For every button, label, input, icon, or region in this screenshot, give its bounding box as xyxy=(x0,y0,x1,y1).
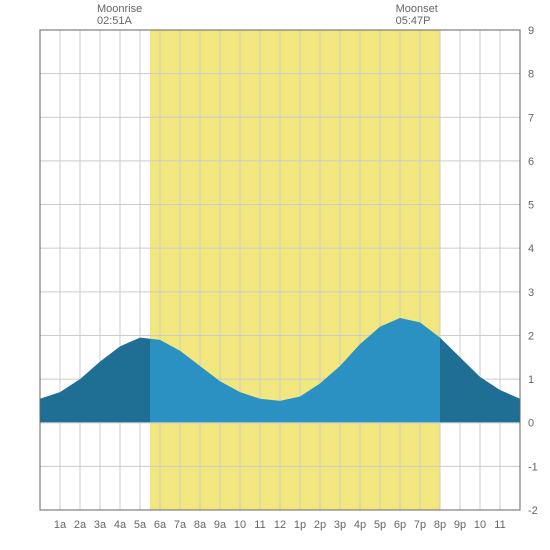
x-tick-label: 8p xyxy=(434,519,446,531)
x-tick-label: 3a xyxy=(94,519,107,531)
x-tick-label: 7a xyxy=(174,519,187,531)
y-tick-label: -1 xyxy=(528,461,538,473)
x-tick-label: 11 xyxy=(254,519,265,531)
moonset-time: 05:47P xyxy=(396,15,431,27)
x-tick-label: 5p xyxy=(374,519,386,531)
moonset-label: Moonset xyxy=(396,3,438,15)
x-tick-label: 1p xyxy=(294,519,306,531)
x-tick-label: 4a xyxy=(114,519,127,531)
y-tick-label: -2 xyxy=(528,505,538,517)
x-tick-label: 3p xyxy=(334,519,346,531)
y-tick-label: 3 xyxy=(528,287,534,299)
x-tick-label: 9a xyxy=(214,519,227,531)
x-tick-label: 1a xyxy=(54,519,67,531)
tide-chart: -2-101234567891a2a3a4a5a6a7a8a9a1011121p… xyxy=(0,0,550,550)
moonrise-label: Moonrise xyxy=(97,3,142,15)
x-tick-label: 2p xyxy=(314,519,326,531)
y-tick-label: 2 xyxy=(528,330,534,342)
x-tick-label: 4p xyxy=(354,519,366,531)
daylight-band xyxy=(150,30,440,510)
y-tick-label: 9 xyxy=(528,25,534,37)
y-tick-label: 8 xyxy=(528,69,534,81)
x-tick-label: 10 xyxy=(474,519,486,531)
x-tick-label: 6p xyxy=(394,519,406,531)
x-tick-label: 11 xyxy=(494,519,505,531)
y-tick-label: 1 xyxy=(528,374,534,386)
x-tick-label: 5a xyxy=(134,519,147,531)
x-tick-label: 8a xyxy=(194,519,207,531)
x-tick-label: 7p xyxy=(414,519,426,531)
y-tick-label: 6 xyxy=(528,156,534,168)
x-tick-label: 10 xyxy=(234,519,246,531)
x-tick-label: 2a xyxy=(74,519,87,531)
y-tick-label: 5 xyxy=(528,200,534,212)
y-tick-label: 7 xyxy=(528,112,534,124)
y-tick-label: 4 xyxy=(528,243,534,255)
y-tick-label: 0 xyxy=(528,418,534,430)
x-tick-label: 12 xyxy=(274,519,286,531)
moonrise-time: 02:51A xyxy=(97,15,133,27)
x-tick-label: 9p xyxy=(454,519,466,531)
chart-svg: -2-101234567891a2a3a4a5a6a7a8a9a1011121p… xyxy=(0,0,550,550)
x-tick-label: 6a xyxy=(154,519,167,531)
